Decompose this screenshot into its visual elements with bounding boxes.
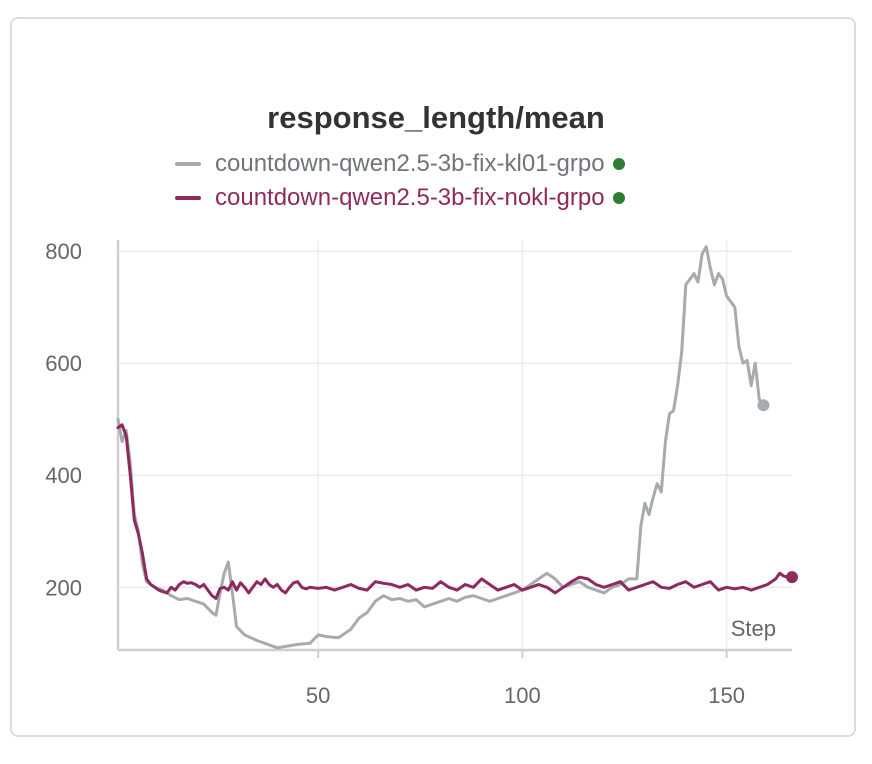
legend-active-dot-kl01 [612,158,625,170]
series-line-1 [116,423,794,600]
y-tick-400: 400 [45,463,82,488]
end-marker-1 [786,571,798,584]
x-axis-label: Step [731,616,776,641]
tick-labels: 200 400 600 800 50 100 150 [45,239,745,708]
end-marker-0 [757,399,770,412]
end-markers [757,399,798,584]
chart-panel [10,17,856,737]
legend-label-kl01: countdown-qwen2.5-3b-fix-kl01-grpo [215,150,605,177]
legend-swatch-kl01 [175,162,201,166]
axes [116,240,792,658]
x-tick-100: 100 [504,683,541,708]
legend-swatch-nokl [175,196,201,200]
y-tick-800: 800 [45,239,82,264]
legend-item-kl01[interactable]: countdown-qwen2.5-3b-fix-kl01-grpo [175,150,625,178]
legend-item-nokl[interactable]: countdown-qwen2.5-3b-fix-nokl-grpo [175,184,625,212]
x-tick-150: 150 [708,683,745,708]
x-tick-50: 50 [306,683,330,708]
chart-title: response_length/mean [267,100,605,135]
series-line-0 [116,245,765,650]
legend-label-nokl: countdown-qwen2.5-3b-fix-nokl-grpo [215,184,605,211]
legend-active-dot-nokl [612,192,625,204]
y-tick-600: 600 [45,351,82,376]
y-tick-200: 200 [45,575,82,600]
series-lines [116,245,794,650]
